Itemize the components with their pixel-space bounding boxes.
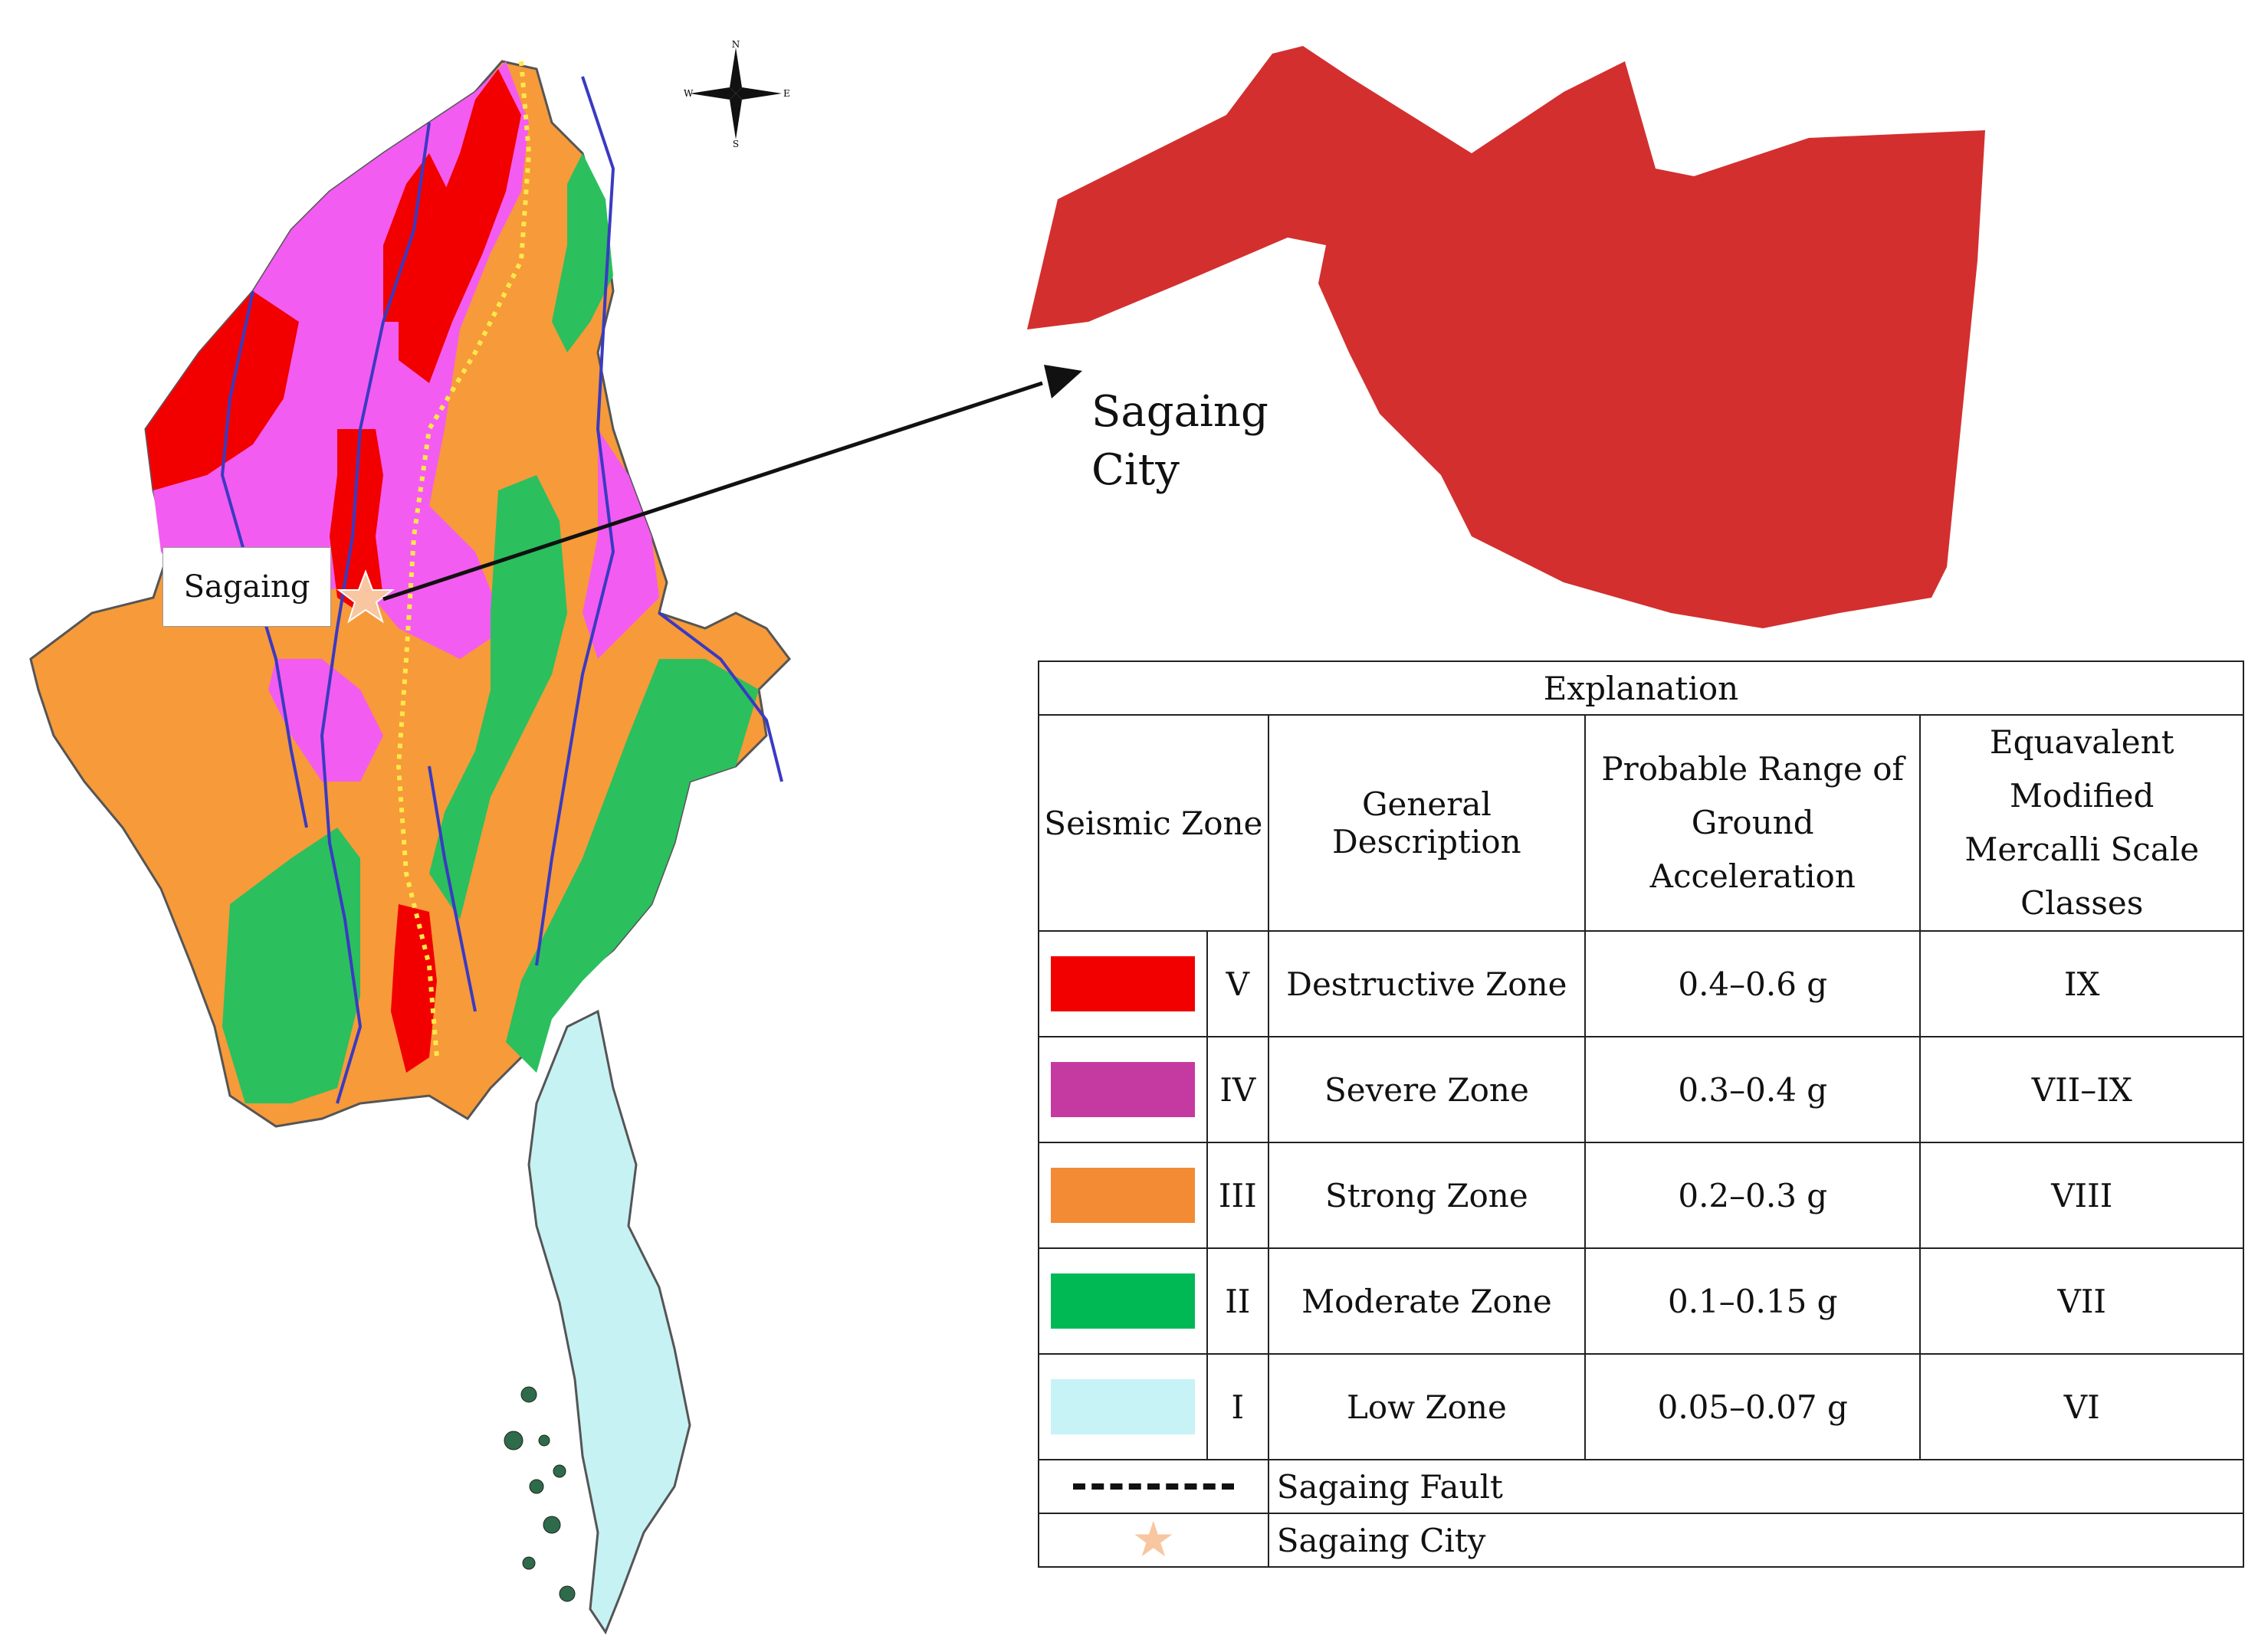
- swatch-zone-ii: [1050, 1273, 1195, 1329]
- zone-v-description: Destructive Zone: [1267, 930, 1587, 1037]
- inset-label-line2: City: [1091, 445, 1180, 495]
- zone-i-mercalli: VI: [1919, 1353, 2244, 1460]
- zone-v-mercalli: IX: [1919, 930, 2244, 1037]
- header-general-description: General Description: [1267, 714, 1587, 932]
- zone-iv-description: Severe Zone: [1267, 1036, 1587, 1143]
- zone-iv-acceleration: 0.3–0.4 g: [1584, 1036, 1922, 1143]
- zone-i-description: Low Zone: [1267, 1353, 1587, 1460]
- zone-v-region-ne: [399, 69, 521, 383]
- zone-i-acceleration: 0.05–0.07 g: [1584, 1353, 1922, 1460]
- zone-iv-region-central: [268, 659, 383, 782]
- islands: [504, 1386, 576, 1602]
- zone-v-region-sagaing: [330, 429, 383, 613]
- compass-rose-icon: N S W E: [684, 40, 789, 147]
- sagaing-map-label-text: Sagaing: [183, 569, 310, 605]
- sagaing-city-inset-label: Sagaing City: [1091, 383, 1268, 500]
- zone-ii-mercalli: VII: [1919, 1247, 2244, 1355]
- legend-title: Explanation: [1038, 660, 2244, 716]
- swatch-zone-i: [1050, 1379, 1195, 1434]
- compass-e: E: [783, 88, 789, 99]
- mekong-river: [658, 611, 783, 782]
- zone-ii-region-southeast: [506, 659, 759, 1073]
- legend-table: Explanation Seismic Zone General Descrip…: [1038, 660, 2245, 1568]
- legend-row-city: ★ Sagaing City: [1038, 1512, 2245, 1568]
- legend-row-zone-iii: III Strong Zone 0.2–0.3 g VIII: [1038, 1142, 2244, 1249]
- sagaing-fault-line: [395, 61, 532, 1058]
- sagaing-city-inset: [1027, 46, 1985, 628]
- zone-v-acceleration: 0.4–0.6 g: [1584, 930, 1922, 1037]
- seismic-zone-map: [29, 60, 791, 1635]
- zone-iii-mercalli: VIII: [1919, 1142, 2244, 1249]
- header-seismic-zone: Seismic Zone: [1038, 714, 1269, 932]
- zone-v-region-nw: [146, 291, 299, 490]
- zone-ii-acceleration: 0.1–0.15 g: [1584, 1247, 1922, 1355]
- compass-w: W: [684, 88, 694, 99]
- swatch-zone-v: [1050, 956, 1195, 1011]
- zone-iii-acceleration: 0.2–0.3 g: [1584, 1142, 1922, 1249]
- header-mercalli-classes: Equavalent Modified Mercalli Scale Class…: [1919, 714, 2244, 932]
- zone-ii-region-west: [222, 828, 360, 1103]
- header-ground-acceleration: Probable Range of Ground Acceleration: [1584, 714, 1922, 932]
- fault-label: Sagaing Fault: [1267, 1459, 2245, 1514]
- zone-i-label: I: [1206, 1353, 1269, 1460]
- sittaung-river: [428, 765, 477, 1012]
- legend-row-zone-iv: IV Severe Zone 0.3–0.4 g VII–IX: [1038, 1036, 2244, 1143]
- zone-ii-description: Moderate Zone: [1267, 1247, 1587, 1355]
- legend-row-zone-v: V Destructive Zone 0.4–0.6 g IX: [1038, 930, 2244, 1037]
- city-label: Sagaing City: [1267, 1513, 2245, 1568]
- zone-iv-mercalli: VII–IX: [1919, 1036, 2244, 1143]
- zone-ii-label: II: [1206, 1247, 1269, 1355]
- sagaing-city-shape: [1027, 46, 1985, 628]
- swatch-zone-iii: [1050, 1168, 1195, 1223]
- fault-dash-icon: [1072, 1483, 1234, 1490]
- legend-row-zone-ii: II Moderate Zone 0.1–0.15 g VII: [1038, 1247, 2244, 1355]
- zone-iii-label: III: [1206, 1142, 1269, 1249]
- compass-s: S: [733, 139, 739, 147]
- zone-iv-label: IV: [1206, 1036, 1269, 1143]
- zone-v-region-north: [383, 153, 452, 322]
- swatch-zone-iv: [1050, 1062, 1195, 1117]
- sagaing-map-label: Sagaing: [162, 547, 331, 627]
- zone-v-label: V: [1206, 930, 1269, 1037]
- zone-ii-region-east: [552, 153, 613, 352]
- legend-row-fault: Sagaing Fault: [1038, 1459, 2245, 1514]
- inset-label-line1: Sagaing: [1091, 387, 1268, 437]
- irrawaddy-river: [320, 122, 431, 1104]
- zone-iii-description: Strong Zone: [1267, 1142, 1587, 1249]
- zone-i-region: [527, 1009, 691, 1635]
- city-star-icon: ★: [1131, 1512, 1176, 1568]
- legend-row-zone-i: I Low Zone 0.05–0.07 g VI: [1038, 1353, 2244, 1460]
- compass-n: N: [732, 40, 740, 50]
